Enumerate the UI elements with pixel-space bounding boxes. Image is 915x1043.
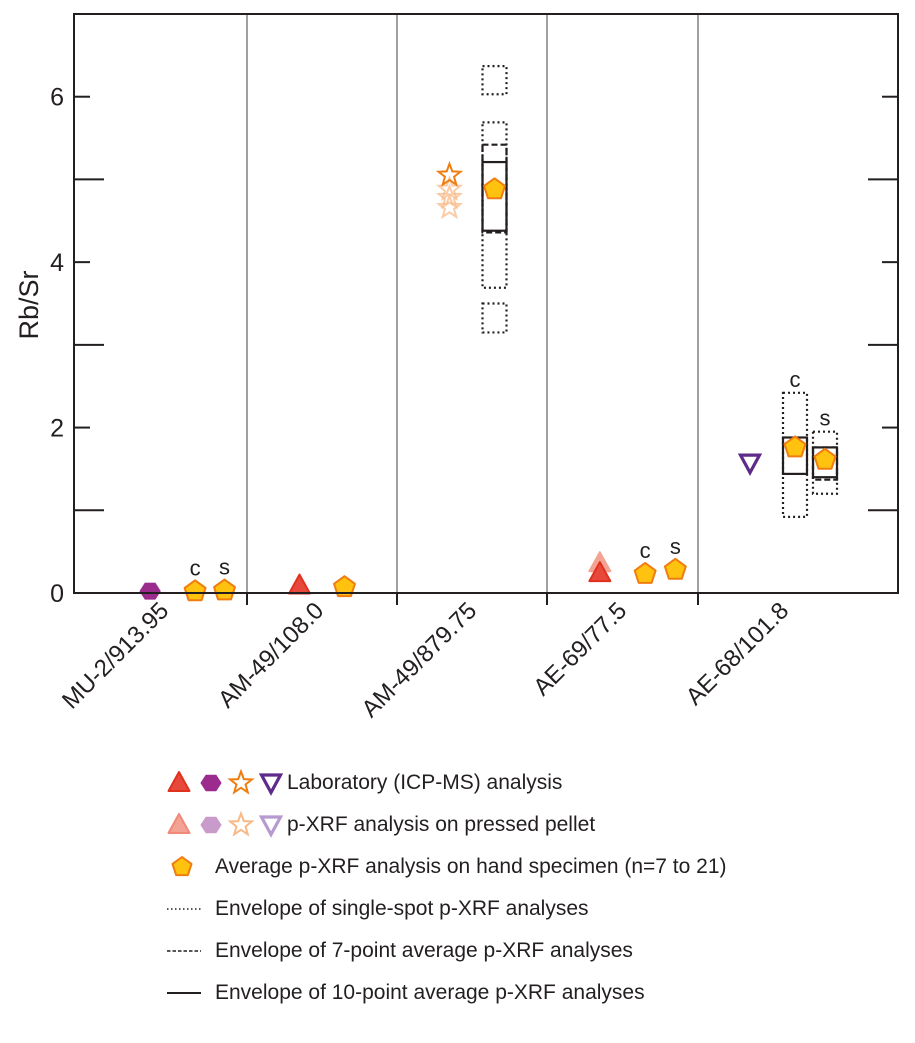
- avg-pentagon-point: [663, 557, 687, 580]
- star-icon: [227, 810, 255, 837]
- inv-triangle-icon: [258, 815, 283, 838]
- avg-pentagon-point: [183, 579, 207, 602]
- sample-type-label: s: [219, 555, 230, 580]
- legend-item-7-point: Envelope of 7-point average p-XRF analys…: [165, 936, 633, 966]
- y-tick-label: 2: [50, 415, 64, 443]
- avg-pentagon-point: [483, 177, 506, 200]
- lab-triangle-point: [588, 561, 612, 583]
- envelopes: [481, 65, 839, 519]
- pellet-star-point: [435, 174, 464, 201]
- x-tick-label: AM-49/108.0: [213, 597, 329, 713]
- plot-frame: [73, 13, 899, 594]
- x-axis-ticks: [246, 593, 699, 605]
- x-tick-label: AM-49/879.75: [357, 597, 483, 723]
- legend-item-pellet: p-XRF analysis on pressed pellet: [165, 810, 595, 840]
- lab-inv_triangle-point: [737, 453, 763, 476]
- hexagon-icon: [200, 774, 222, 792]
- lab-hexagon-point: [139, 583, 161, 600]
- envelope-dotted: [481, 302, 508, 334]
- pellet-star-point: [435, 193, 464, 220]
- y-tick-label: 4: [50, 249, 64, 277]
- legend-average-symbol: [171, 856, 193, 877]
- avg-pentagon-point: [783, 435, 807, 458]
- pentagon-icon: [171, 856, 193, 877]
- y-tick-label: 6: [50, 84, 64, 112]
- legend-label-single-spot: Envelope of single-spot p-XRF analyses: [215, 897, 589, 920]
- inv-triangle-icon: [258, 773, 283, 796]
- legend-label-pellet: p-XRF analysis on pressed pellet: [287, 813, 596, 836]
- legend-label-average: Average p-XRF analysis on hand specimen …: [215, 855, 727, 878]
- sample-type-label: c: [190, 555, 201, 580]
- y-tick-label: 0: [50, 580, 64, 608]
- sample-type-label: s: [670, 534, 681, 559]
- data-points: [139, 160, 837, 602]
- legend-label-7-point: Envelope of 7-point average p-XRF analys…: [215, 939, 633, 962]
- legend-pellet-symbols: [167, 810, 283, 838]
- x-tick-label: AE-69/77.5: [528, 597, 632, 701]
- avg-pentagon-point: [633, 561, 657, 584]
- sample-type-label: c: [640, 538, 651, 563]
- legend-solid-line: [167, 992, 201, 994]
- legend-dashed-line: [167, 950, 201, 952]
- x-tick-label: AE-68/101.8: [681, 597, 794, 710]
- envelope-dotted: [481, 121, 508, 289]
- avg-pentagon-point: [213, 578, 236, 601]
- envelope-solid: [811, 446, 839, 479]
- star-icon: [227, 768, 255, 795]
- y-tick-labels: 0 2 4 6: [50, 84, 64, 608]
- pellet-star-point: [435, 183, 464, 210]
- x-tick-labels: MU-2/913.95 AM-49/108.0 AM-49/879.75 AE-69/…: [57, 597, 794, 723]
- legend-item-10-point: Envelope of 10-point average p-XRF analy…: [165, 978, 645, 1008]
- envelope-solid: [481, 160, 508, 232]
- y-axis-ticks: [74, 95, 898, 512]
- avg-pentagon-point: [813, 447, 837, 470]
- legend-label-lab: Laboratory (ICP-MS) analysis: [287, 771, 563, 794]
- legend-item-lab: Laboratory (ICP-MS) analysis: [165, 768, 562, 798]
- legend-item-average: Average p-XRF analysis on hand specimen …: [165, 852, 727, 882]
- y-axis-label: Rb/Sr: [14, 270, 44, 339]
- legend-lab-symbols: [167, 768, 283, 796]
- triangle-icon: [167, 771, 191, 792]
- point-labels: c sc scs: [190, 367, 831, 581]
- hexagon-icon: [200, 816, 222, 834]
- lab-star-point: [435, 160, 464, 187]
- x-tick-label: MU-2/913.95: [57, 597, 174, 714]
- lab-triangle-point: [288, 573, 311, 595]
- envelope-dotted: [481, 65, 508, 96]
- group-separators: [246, 14, 699, 593]
- sample-type-label: s: [820, 406, 831, 431]
- triangle-icon: [167, 813, 191, 834]
- legend-dotted-line: [167, 908, 201, 910]
- sample-type-label: c: [790, 367, 801, 392]
- avg-pentagon-point: [333, 575, 356, 598]
- legend-item-single-spot: Envelope of single-spot p-XRF analyses: [165, 894, 589, 924]
- legend-label-10-point: Envelope of 10-point average p-XRF analy…: [215, 981, 645, 1004]
